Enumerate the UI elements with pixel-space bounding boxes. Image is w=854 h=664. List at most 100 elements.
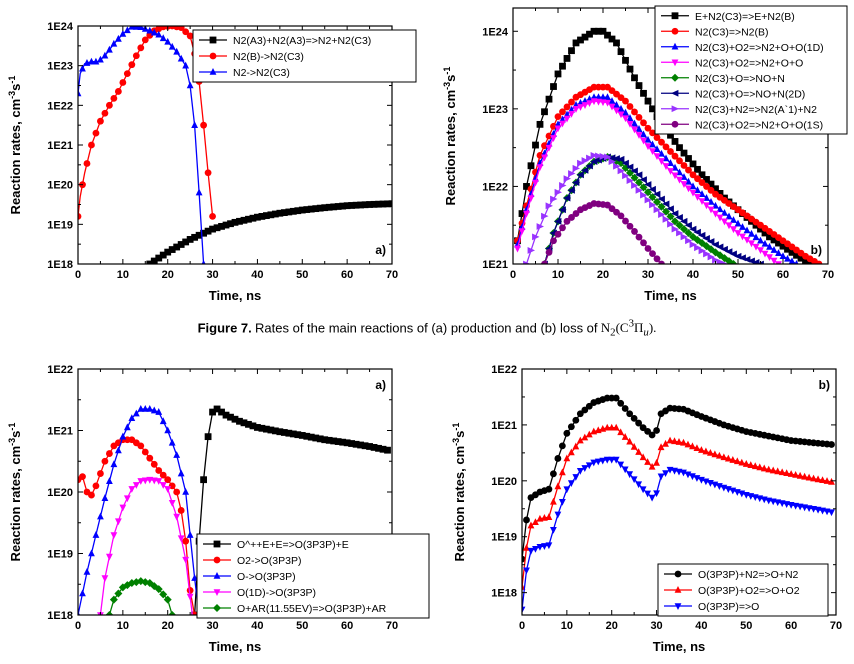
data-point-2-6 <box>608 154 616 162</box>
x-tick-label: 0 <box>75 269 81 281</box>
data-point-2-4 <box>541 154 548 162</box>
data-point-2-4 <box>545 144 553 152</box>
data-point-2-4 <box>640 137 647 145</box>
data-point-1-1 <box>231 218 239 226</box>
data-point-2-3 <box>779 252 787 260</box>
y-tick-label: 1E22 <box>482 181 508 193</box>
data-point-2-2 <box>667 148 674 155</box>
data-point-4-2 <box>756 463 764 471</box>
data-point-3-3 <box>97 512 104 520</box>
data-point-2-6 <box>702 235 710 242</box>
data-point-2-8 <box>568 214 575 221</box>
data-point-1-3 <box>110 39 118 47</box>
data-point-2-2 <box>662 143 670 151</box>
data-point-2-3 <box>784 254 791 262</box>
data-point-1-3 <box>123 26 131 34</box>
data-point-4-2 <box>760 464 768 472</box>
data-point-2-1 <box>757 225 764 233</box>
data-point-2-2 <box>680 162 688 169</box>
x-tick-label: 20 <box>606 620 618 632</box>
data-point-1-1 <box>240 216 248 224</box>
data-point-3-2 <box>79 473 86 481</box>
data-point-4-2 <box>724 454 732 462</box>
data-point-4-1 <box>554 455 562 462</box>
data-point-2-8 <box>635 233 643 241</box>
data-point-2-4 <box>725 222 733 230</box>
x-tick-label: 50 <box>732 269 744 281</box>
data-point-4-2 <box>644 458 651 465</box>
data-point-4-2 <box>612 423 620 431</box>
data-point-1-3 <box>146 26 154 34</box>
data-point-2-8 <box>554 230 562 238</box>
data-point-3-1 <box>231 415 239 423</box>
data-point-2-7 <box>689 241 697 249</box>
x-tick-label: 10 <box>117 269 129 281</box>
legend-marker <box>671 89 679 97</box>
data-point-1-2 <box>97 117 104 125</box>
data-point-1-2 <box>92 129 100 137</box>
data-point-2-6 <box>585 162 593 170</box>
data-point-1-2 <box>200 121 208 129</box>
data-point-2-4 <box>716 214 724 222</box>
series-line-4-1 <box>522 397 832 560</box>
data-point-3-5 <box>114 589 123 598</box>
data-point-3-2 <box>106 450 113 457</box>
data-point-2-7 <box>631 182 639 189</box>
data-point-2-6 <box>675 214 683 221</box>
figure-caption: Figure 7. Rates of the main reactions of… <box>0 318 854 339</box>
x-tick-label: 40 <box>687 269 699 281</box>
data-point-3-1 <box>254 424 261 431</box>
data-point-3-4 <box>141 477 149 485</box>
data-point-2-2 <box>622 97 629 105</box>
data-point-3-1 <box>339 438 347 446</box>
data-point-2-4 <box>734 230 742 237</box>
legend-entry: O^++E+E=>O(3P3P)+E <box>237 539 349 551</box>
legend-entry: O2->O(3P3P) <box>237 555 301 567</box>
data-point-1-3 <box>182 61 190 69</box>
y-tick-label: 1E24 <box>47 21 74 33</box>
data-point-2-3 <box>721 208 728 216</box>
data-point-2-6 <box>671 210 679 217</box>
data-point-1-1 <box>330 203 338 211</box>
data-point-4-3 <box>522 606 526 614</box>
data-point-4-2 <box>801 472 808 480</box>
data-point-2-7 <box>662 215 670 223</box>
data-point-4-3 <box>532 545 539 553</box>
data-point-2-6 <box>612 155 620 162</box>
data-point-2-7 <box>563 175 571 183</box>
data-point-2-1 <box>640 89 647 97</box>
data-point-4-2 <box>810 474 817 482</box>
legend-entry: N2(B)->N2(C3) <box>233 51 304 63</box>
data-point-2-8 <box>640 239 647 247</box>
data-point-1-2 <box>128 61 136 69</box>
data-point-1-1 <box>298 206 306 214</box>
data-point-4-2 <box>720 453 728 461</box>
data-point-4-3 <box>621 466 629 474</box>
data-point-2-1 <box>568 47 575 55</box>
data-point-4-2 <box>581 433 589 441</box>
data-point-4-2 <box>662 439 669 447</box>
data-point-2-4 <box>667 168 674 175</box>
data-point-3-2 <box>141 448 149 456</box>
data-point-3-4 <box>159 482 167 489</box>
series-1-3 <box>78 26 206 264</box>
data-point-4-1 <box>523 516 530 524</box>
data-point-1-1 <box>146 260 154 264</box>
data-point-2-1 <box>788 248 796 256</box>
data-point-2-2 <box>644 124 652 132</box>
data-point-2-4 <box>721 218 728 226</box>
data-point-2-1 <box>550 83 557 90</box>
data-point-1-3 <box>78 89 82 97</box>
legend-marker <box>671 73 679 82</box>
data-point-2-6 <box>644 181 652 188</box>
data-point-3-4 <box>132 482 140 489</box>
data-point-1-3 <box>201 260 206 264</box>
caption-label: Figure 7. <box>197 320 252 336</box>
data-point-2-1 <box>716 190 724 197</box>
data-point-4-2 <box>702 447 710 455</box>
x-tick-label: 30 <box>206 269 218 281</box>
data-point-3-5 <box>154 585 163 594</box>
chart-panel-1: 0 10 20 30 40 50 60 70 1E18 1E19 1E20 1E21 1E22 1E23 1… <box>7 21 417 303</box>
legend-marker <box>213 540 221 548</box>
data-point-3-3 <box>177 469 185 477</box>
